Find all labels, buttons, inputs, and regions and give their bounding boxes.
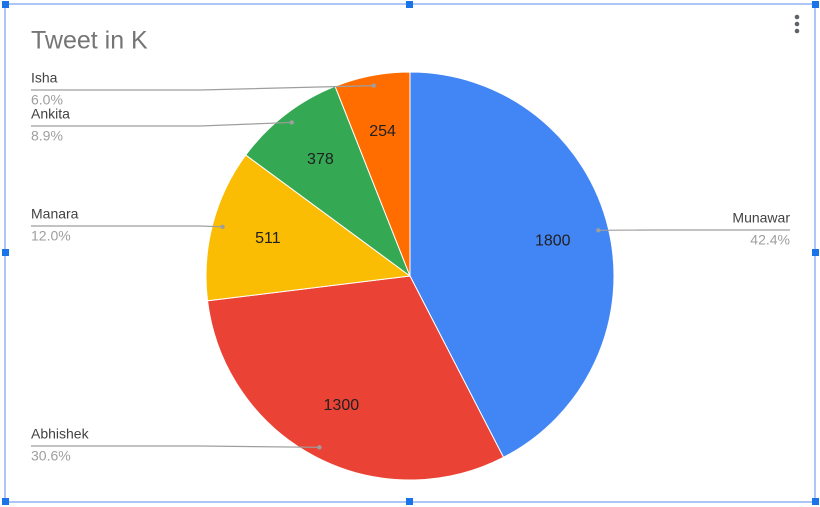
slice-value-label: 254: [369, 123, 396, 140]
legend-label: Munawar: [732, 210, 790, 226]
leader-dot: [289, 120, 294, 125]
menu-button[interactable]: [794, 14, 800, 34]
leader-dot: [317, 445, 322, 450]
legend-label: Abhishek: [31, 426, 90, 442]
slice-value-label: 378: [307, 151, 334, 168]
percent-label: 42.4%: [750, 232, 790, 248]
leader-line: [31, 225, 223, 228]
percent-label: 6.0%: [31, 92, 63, 108]
pie-slice: [206, 275, 505, 481]
leader-dot: [220, 224, 225, 230]
slice-value-label: 511: [255, 230, 281, 247]
leader-dot: [596, 228, 601, 233]
leader-line: [31, 121, 292, 127]
pie-slice: [245, 85, 412, 278]
legend-label: Ankita: [31, 106, 70, 122]
leader-line: [31, 445, 320, 448]
percent-label: 12.0%: [31, 228, 71, 244]
chart-title: Tweet in K: [31, 27, 148, 55]
leader-dot: [371, 83, 376, 88]
percent-label: 30.6%: [31, 448, 71, 464]
percent-label: 8.9%: [31, 128, 63, 144]
leader-line: [31, 85, 374, 91]
slice-value-label: 1300: [324, 397, 360, 414]
legend-label: Manara: [31, 206, 79, 222]
slice-value-label: 1800: [535, 233, 571, 250]
legend-label: Isha: [31, 70, 58, 86]
pie-slice: [409, 71, 615, 458]
pie-slice: [205, 154, 412, 302]
